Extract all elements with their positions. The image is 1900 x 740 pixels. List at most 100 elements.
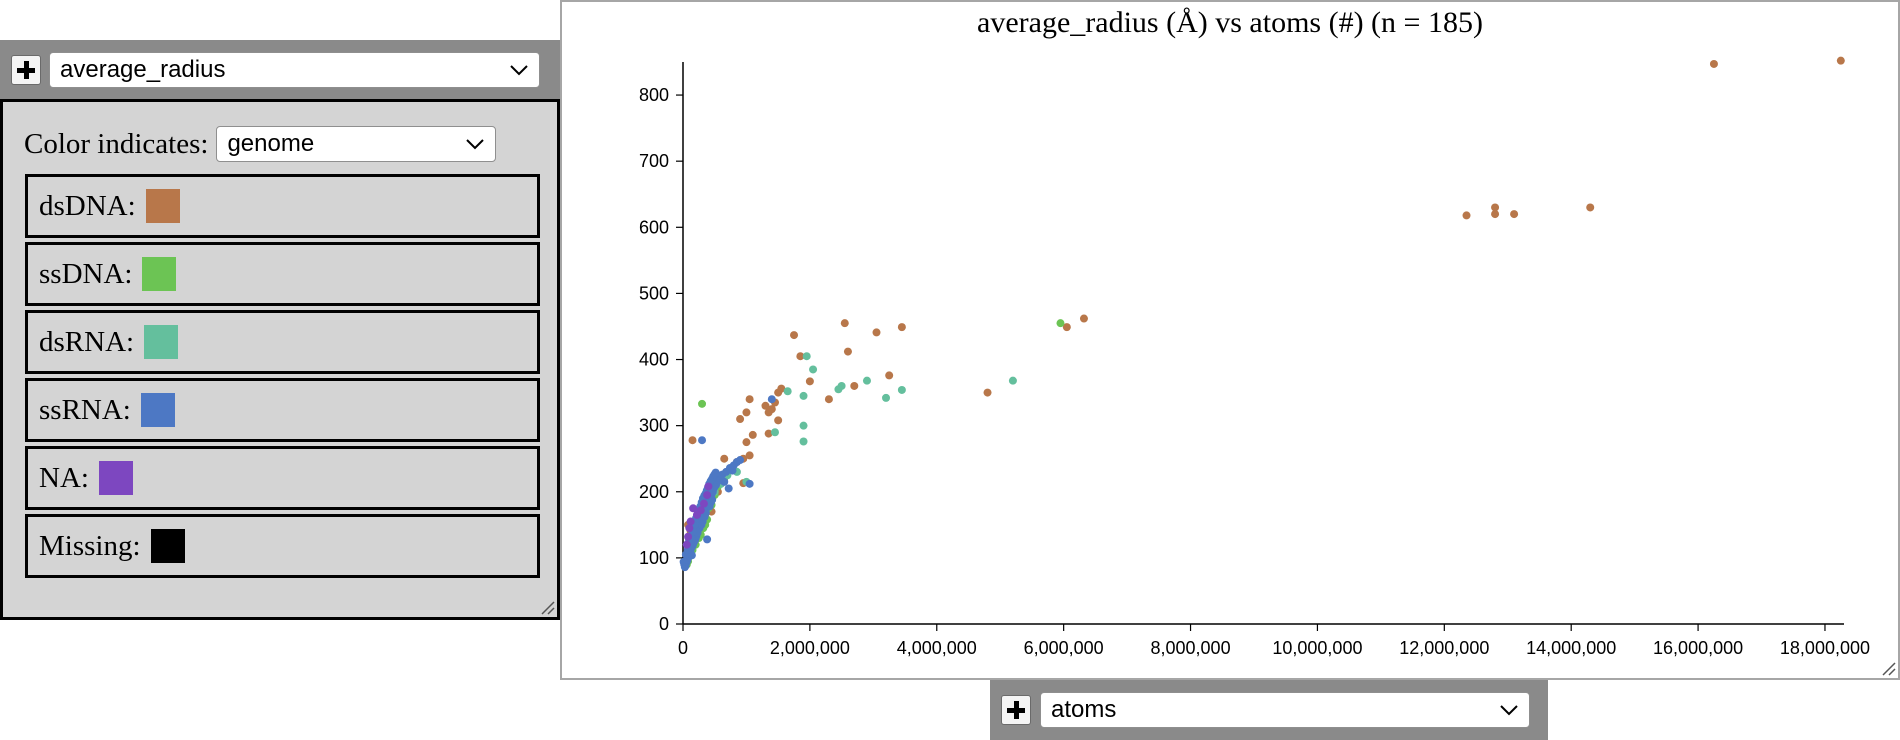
data-point-dsdna [1462, 211, 1471, 220]
data-point-dsdna [761, 401, 770, 410]
x-tick-label: 2,000,000 [770, 638, 850, 658]
legend-item-label: ssDNA: [39, 257, 133, 290]
color-by-label: Color indicates: [24, 127, 209, 160]
data-point-dsdna [688, 436, 697, 445]
y-tick-label: 600 [639, 217, 669, 237]
data-point-na [704, 482, 713, 491]
data-point-dsdna [1491, 210, 1500, 219]
y-tick-label: 700 [639, 151, 669, 171]
resize-grip-icon[interactable] [1880, 660, 1896, 676]
legend-item-label: NA: [39, 461, 89, 494]
data-point-na [689, 504, 698, 513]
data-point-ssrna [729, 461, 738, 470]
legend-item-label: dsRNA: [39, 325, 135, 358]
y-tick-label: 0 [659, 614, 669, 634]
x-tick-label: 18,000,000 [1780, 638, 1870, 658]
data-point-dsdna [790, 331, 799, 340]
data-point-ssrna [724, 484, 733, 493]
data-point-dsrna [802, 352, 811, 361]
data-point-dsrna [809, 365, 818, 374]
legend-color-swatch [145, 189, 180, 223]
legend-color-swatch [144, 325, 179, 359]
chevron-down-icon [466, 139, 485, 150]
legend-item[interactable]: Missing: [25, 514, 540, 578]
y-tick-label: 100 [639, 548, 669, 568]
data-point-dsdna [885, 371, 894, 380]
data-point-na [703, 491, 712, 500]
x-axis-select[interactable]: atoms [1040, 692, 1530, 728]
data-point-dsrna [1008, 376, 1017, 385]
x-tick-label: 0 [678, 638, 688, 658]
data-point-dsdna [805, 377, 814, 386]
data-point-dsrna [897, 385, 906, 394]
data-point-ssrna [736, 456, 745, 465]
legend-item[interactable]: dsRNA: [25, 310, 540, 374]
data-point-dsdna [843, 347, 852, 356]
legend-color-swatch [98, 461, 133, 495]
data-point-na [686, 517, 695, 526]
data-point-dsrna [783, 387, 792, 396]
y-axis-select[interactable]: average_radius [49, 51, 540, 88]
data-point-dsdna [1079, 314, 1088, 323]
data-point-dsrna [799, 391, 808, 400]
data-point-dsdna [850, 381, 859, 390]
data-point-dsdna [1062, 323, 1071, 332]
x-tick-label: 6,000,000 [1024, 638, 1104, 658]
data-point-ssdna [1056, 319, 1065, 328]
data-point-ssrna [745, 479, 754, 488]
x-tick-label: 10,000,000 [1272, 638, 1362, 658]
y-tick-label: 300 [639, 416, 669, 436]
resize-grip-icon[interactable] [539, 599, 555, 615]
data-point-ssrna [698, 436, 707, 445]
x-tick-label: 8,000,000 [1151, 638, 1231, 658]
legend-item-label: ssRNA: [39, 393, 131, 426]
legend-item[interactable]: NA: [25, 446, 540, 510]
data-point-ssrna [708, 495, 717, 504]
data-point-dsdna [1510, 210, 1519, 219]
chevron-down-icon [1500, 705, 1518, 716]
data-point-na [699, 499, 708, 508]
data-point-dsdna [742, 438, 751, 447]
x-tick-label: 12,000,000 [1399, 638, 1489, 658]
data-point-dsdna [774, 416, 783, 425]
data-point-dsdna [872, 328, 881, 337]
data-point-dsdna [1586, 203, 1595, 212]
data-point-dsdna [764, 408, 773, 417]
data-point-dsdna [748, 430, 757, 439]
data-point-dsdna [745, 451, 754, 460]
data-point-na [692, 510, 701, 519]
data-point-dsrna [799, 437, 808, 446]
data-point-ssrna [703, 535, 712, 544]
data-point-na [685, 524, 694, 533]
data-point-dsdna [824, 395, 833, 404]
data-point-na [684, 532, 693, 541]
data-point-ssdna [698, 399, 707, 408]
legend-item[interactable]: ssRNA: [25, 378, 540, 442]
chevron-down-icon [510, 64, 528, 75]
x-tick-label: 4,000,000 [897, 638, 977, 658]
data-point-dsdna [774, 388, 783, 397]
data-point-dsdna [745, 395, 754, 404]
y-axis-selector-bar: average_radius [0, 40, 560, 99]
scatter-plot: 0 2,000,000 4,000,000 6,000,000 8,000,000 10,… [639, 56, 1870, 658]
add-y-variable-button[interactable] [11, 54, 41, 85]
legend-item[interactable]: dsDNA: [25, 174, 540, 238]
data-point-dsrna [862, 376, 871, 385]
color-by-row: Color indicates: genome [24, 126, 497, 162]
data-point-ssrna [767, 395, 776, 404]
data-point-dsrna [834, 385, 843, 394]
y-tick-label: 200 [639, 482, 669, 502]
y-tick-label: 800 [639, 85, 669, 105]
add-x-variable-button[interactable] [1001, 695, 1031, 725]
legend-item[interactable]: ssDNA: [25, 242, 540, 306]
data-point-dsdna [742, 408, 751, 417]
data-point-dsdna [983, 388, 992, 397]
legend-color-swatch [150, 529, 185, 563]
legend-color-swatch [142, 257, 177, 291]
color-by-select[interactable]: genome [216, 126, 497, 162]
data-point-dsrna [799, 421, 808, 430]
x-axis-selector-bar: atoms [990, 680, 1548, 740]
legend-color-swatch [140, 393, 175, 427]
legend-panel: Color indicates: genome dsDNA: ssDNA: dsRN… [0, 99, 560, 620]
data-point-dsdna [764, 429, 773, 438]
